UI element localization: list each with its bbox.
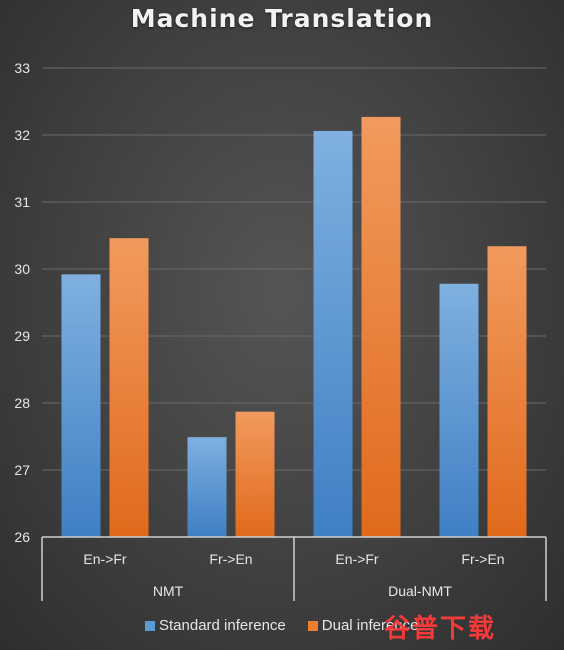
legend-label-dual: Dual inference	[321, 617, 419, 634]
y-tick-label: 31	[14, 194, 30, 210]
x-category-label: Fr->En	[209, 551, 252, 567]
y-tick-label: 29	[14, 328, 30, 344]
bar-standard-0	[61, 274, 101, 537]
x-axis: En->Fr Fr->En En->Fr Fr->En NMT Dual-NMT	[41, 536, 547, 601]
bar-standard-2	[313, 130, 353, 538]
bar-standard-3	[439, 283, 479, 537]
legend-item-dual: Dual inference	[307, 617, 419, 634]
y-tick-label: 27	[14, 462, 30, 478]
bar-dual-2	[361, 116, 401, 537]
y-tick-label: 32	[14, 127, 30, 143]
bars	[61, 116, 527, 538]
x-category-label: En->Fr	[83, 551, 127, 567]
legend-item-standard: Standard inference	[145, 617, 286, 634]
y-tick-label: 26	[14, 529, 30, 545]
legend-swatch-dual	[307, 620, 318, 631]
bar-dual-1	[235, 411, 275, 537]
watermark-logo: 谷普下载	[384, 614, 497, 644]
x-category-label: En->Fr	[335, 551, 379, 567]
x-group-label: Dual-NMT	[388, 583, 452, 599]
legend-swatch-standard	[145, 620, 155, 631]
x-category-label: Fr->En	[461, 551, 504, 567]
y-tick-label: 30	[14, 261, 30, 277]
x-group-label: NMT	[153, 583, 184, 599]
y-axis-ticks: 26 27 28 29 30 31 32 33	[14, 60, 30, 545]
y-tick-label: 33	[14, 60, 30, 76]
bar-standard-1	[187, 437, 227, 537]
legend-label-standard: Standard inference	[159, 617, 286, 634]
chart-title: Machine Translation	[130, 4, 434, 33]
bar-dual-3	[487, 246, 527, 537]
y-tick-label: 28	[14, 395, 30, 411]
bar-dual-0	[109, 238, 149, 537]
legend: Standard inference Dual inference	[145, 617, 441, 634]
